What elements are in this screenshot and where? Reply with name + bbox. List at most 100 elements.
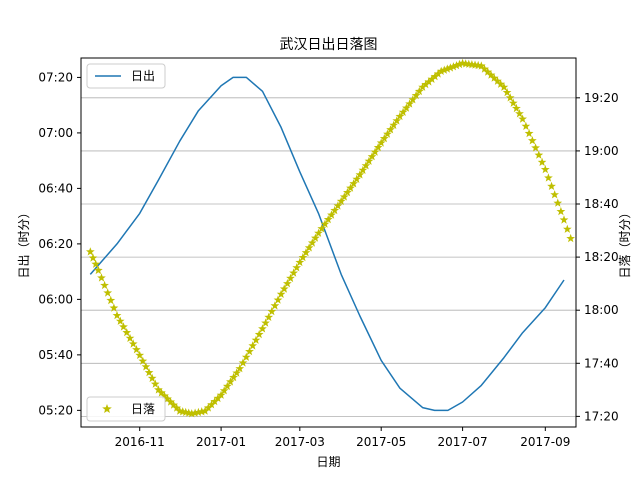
sunset-point [508, 98, 518, 107]
sunset-point [349, 179, 358, 188]
sunset-point [251, 335, 261, 344]
y-right-tick-label: 17:20 [584, 409, 619, 423]
sunset-point [258, 324, 267, 333]
sunset-point [210, 396, 220, 406]
sunset-point [430, 72, 440, 81]
sunset-point [226, 377, 235, 386]
legend-star-swatch [102, 404, 112, 413]
y-left-tick-label: 06:00 [38, 292, 73, 306]
sunset-point [248, 341, 258, 350]
grid-lines [81, 97, 576, 417]
sunset-point [267, 306, 277, 316]
sunset-point [144, 368, 154, 377]
sunset-point [245, 346, 254, 356]
x-axis-label: 日期 [316, 455, 340, 469]
sunset-point [222, 381, 232, 390]
sunset-point [343, 187, 352, 197]
sunset-point [213, 393, 223, 403]
sunset-point [194, 407, 203, 417]
sunset-point [138, 356, 148, 365]
y-right-tick-label: 18:20 [584, 250, 619, 264]
sunset-point [270, 301, 280, 310]
sunset-point [187, 409, 197, 418]
series-sunrise-line [89, 76, 565, 412]
x-tick-label: 2017-09 [520, 435, 570, 449]
sunset-point [203, 403, 213, 412]
sunset-point [402, 103, 411, 112]
sunset-point [493, 76, 502, 85]
sunset-point [157, 388, 166, 397]
sunset-point [200, 406, 210, 415]
sunset-point [88, 253, 98, 262]
sunset-point [540, 164, 550, 174]
sunset-point [505, 93, 515, 102]
sunset-point [405, 99, 414, 108]
sunset-point [364, 156, 374, 165]
sunset-point [295, 257, 305, 267]
legend-sunrise: 日出 [86, 63, 166, 89]
sunset-point [370, 147, 380, 156]
sunset-point [264, 312, 274, 321]
sunset-point [556, 206, 566, 216]
chart-title: 武汉日出日落图 [280, 37, 378, 53]
sunset-point [254, 329, 264, 339]
sunset-point [241, 352, 251, 361]
sunset-point [392, 116, 402, 125]
sunset-point [103, 288, 113, 297]
sunset-point [190, 408, 200, 417]
y-right-tick-label: 18:00 [584, 303, 619, 317]
plot-frame [80, 57, 577, 428]
sunset-point [408, 95, 418, 104]
y-axis-left-label: 日出（时分） [17, 206, 31, 278]
sunset-point [547, 181, 556, 190]
sunset-point [106, 295, 116, 305]
sunset-point [521, 121, 531, 130]
x-tick-label: 2017-07 [438, 435, 488, 449]
sunset-point [446, 63, 455, 72]
sunset-point [94, 265, 103, 275]
sunset-point [147, 373, 157, 383]
sunset-point [502, 87, 512, 97]
sunset-point [163, 394, 172, 403]
y-left-tick-label: 07:00 [38, 126, 73, 140]
sunset-point [436, 66, 446, 75]
sunset-point [553, 198, 563, 207]
sunset-point [496, 79, 506, 88]
sunset-point [421, 79, 431, 89]
sunset-point [566, 233, 575, 243]
sunset-point [97, 273, 106, 282]
x-tick-label: 2017-05 [356, 435, 406, 449]
sunset-point [559, 215, 569, 224]
sunset-point [333, 201, 343, 210]
sunset-point [534, 150, 544, 159]
sunset-point [524, 128, 534, 138]
sunset-point [301, 248, 311, 257]
sunset-point [323, 215, 333, 224]
sunset-point [386, 125, 395, 134]
y-right-tick-label: 19:00 [584, 144, 619, 158]
sunset-point [544, 173, 553, 182]
sunset-point [411, 90, 421, 100]
sunset-point [439, 65, 449, 74]
sunset-point [452, 61, 461, 70]
sunset-point [355, 170, 365, 179]
sunset-point [358, 165, 368, 174]
sunset-point [207, 400, 216, 409]
sunset-point [216, 390, 226, 399]
sunset-point [141, 362, 151, 371]
sunset-point [160, 391, 169, 400]
sunset-point [512, 103, 521, 113]
sunset-point [154, 385, 163, 394]
x-tick-label: 2016-11 [115, 435, 165, 449]
sunset-point [443, 64, 452, 73]
sunset-point [229, 372, 238, 382]
sunset-point [518, 114, 527, 123]
sunset-point [135, 350, 145, 359]
sunset-point [86, 247, 95, 256]
sunset-point [486, 70, 496, 79]
sunset-point [361, 161, 371, 170]
sunset-point [283, 279, 292, 288]
sunset-point [314, 228, 323, 237]
sunset-point [433, 69, 443, 78]
